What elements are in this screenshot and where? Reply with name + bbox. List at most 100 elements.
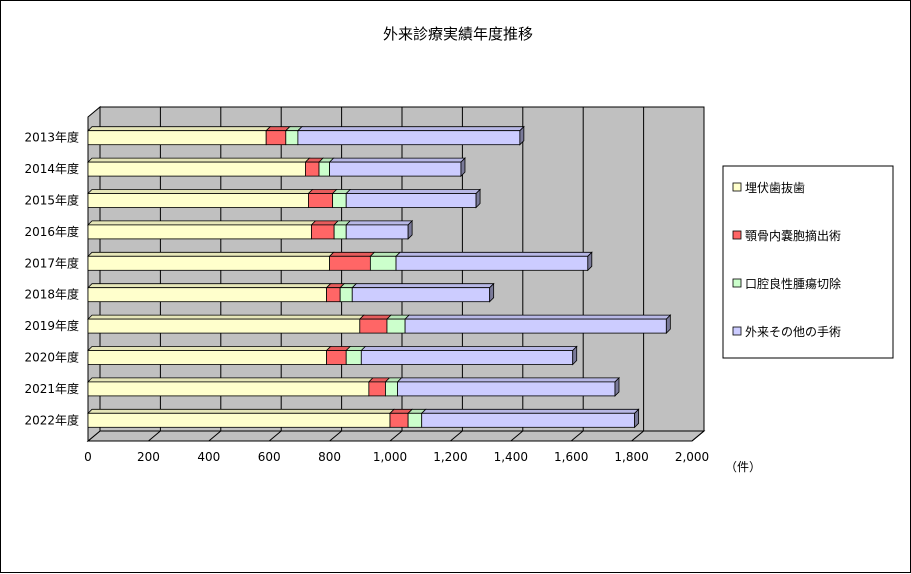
- bar-end-cap: [587, 251, 593, 272]
- y-axis-labels: 2013年度 2014年度 2015年度 2016年度 2017年度 2018年度 2019…: [24, 130, 79, 428]
- bar-segment: [87, 350, 327, 365]
- bar-segment: [360, 350, 574, 365]
- bar-segment: [305, 161, 320, 177]
- bar-top: [87, 126, 272, 132]
- y-tick-label: 2017年度: [24, 255, 79, 270]
- y-tick-label: 2021年度: [24, 381, 79, 396]
- bar-top: [328, 157, 466, 163]
- bar-segment: [386, 318, 406, 334]
- bar-segment: [351, 287, 491, 303]
- bar-segment: [369, 255, 397, 271]
- gridline-floor: [631, 430, 644, 442]
- gridline-floor: [570, 430, 584, 442]
- bar-segment: [326, 350, 347, 365]
- bar-segment: [87, 255, 331, 271]
- gridline-floor: [268, 430, 282, 442]
- bar-end-cap: [489, 282, 495, 303]
- bar-segment: [87, 224, 312, 240]
- bar-top: [345, 189, 482, 194]
- bar-segment: [308, 193, 334, 208]
- bar-top: [296, 126, 525, 132]
- legend-swatch: [732, 182, 742, 192]
- bar-top: [307, 189, 338, 194]
- bar-end-cap: [614, 376, 620, 397]
- bar-segment: [265, 130, 287, 146]
- bar-top: [358, 314, 392, 320]
- bar-top: [351, 283, 495, 289]
- legend-label: 口腔良性腫瘍切除: [745, 276, 841, 291]
- y-tick-label: 2018年度: [24, 287, 79, 302]
- x-tick-label: 0: [84, 450, 92, 464]
- gridline-floor: [329, 430, 342, 442]
- bar-segment: [389, 412, 409, 428]
- bar-end-cap: [460, 157, 466, 178]
- unit-label: （件）: [725, 460, 761, 474]
- bar-end-cap: [572, 345, 578, 366]
- chart-title: 外来診療実績年度推移: [383, 25, 533, 43]
- bar-top: [87, 220, 317, 226]
- bar-segment: [311, 224, 335, 240]
- gridline-floor: [510, 430, 524, 442]
- bar-segment: [329, 255, 371, 271]
- bar-segment: [359, 318, 388, 334]
- bar-top: [87, 189, 314, 194]
- x-tick-label: 400: [197, 450, 220, 464]
- bar-segment: [87, 381, 370, 397]
- bar-top: [360, 346, 578, 351]
- y-tick-label: 2016年度: [24, 224, 79, 239]
- bar-segment: [329, 161, 462, 177]
- bar-segment: [345, 224, 409, 240]
- bar-segment: [385, 381, 398, 397]
- bar-segment: [333, 224, 347, 240]
- bar-top: [328, 251, 376, 257]
- gridline-floor: [208, 430, 222, 442]
- y-tick-label: 2014年度: [24, 161, 79, 176]
- bar-segment: [404, 318, 667, 334]
- legend-swatch: [732, 230, 742, 240]
- x-tick-label: 1,800: [614, 450, 648, 464]
- gridline-floor: [450, 430, 463, 442]
- x-tick-label: 1,600: [554, 450, 588, 464]
- bar-segment: [318, 161, 330, 177]
- bar-top: [420, 408, 640, 414]
- bar-top: [345, 220, 414, 226]
- y-tick-label: 2015年度: [24, 193, 79, 208]
- bars-group: [87, 125, 672, 429]
- y-tick-label: 2020年度: [24, 350, 79, 365]
- bar-top: [87, 314, 365, 320]
- bar-segment: [368, 381, 386, 397]
- bar-segment: [326, 287, 341, 303]
- y-tick-label: 2019年度: [24, 318, 79, 333]
- bar-end-cap: [634, 408, 640, 429]
- legend-label: 外来その他の手術: [745, 325, 841, 339]
- x-tick-label: 600: [258, 450, 281, 464]
- gridline-floor: [691, 430, 705, 442]
- bar-segment: [332, 193, 347, 208]
- legend-swatch: [732, 326, 742, 336]
- bar-end-cap: [475, 188, 481, 209]
- bar-end-cap: [407, 219, 413, 240]
- gridline-floor: [148, 430, 161, 442]
- bar-segment: [339, 287, 353, 303]
- bar-top: [87, 157, 311, 163]
- bar-segment: [87, 412, 391, 428]
- x-tick-label: 1,000: [373, 450, 407, 464]
- bar-segment: [345, 193, 477, 208]
- bar-segment: [297, 130, 521, 146]
- bar-end-cap: [519, 125, 525, 146]
- legend-label: 顎骨内嚢胞摘出術: [745, 228, 841, 243]
- bar-top: [87, 346, 332, 351]
- bar-segment: [407, 412, 423, 428]
- legend-box: [722, 165, 894, 359]
- y-tick-label: 2022年度: [24, 412, 79, 427]
- legend-swatch: [732, 278, 742, 288]
- x-tick-label: 1,200: [433, 450, 467, 464]
- bar-top: [395, 251, 593, 257]
- bar-end-cap: [665, 314, 671, 335]
- x-tick-label: 2,000: [675, 450, 709, 464]
- bar-segment: [87, 193, 309, 208]
- bar-top: [87, 408, 395, 414]
